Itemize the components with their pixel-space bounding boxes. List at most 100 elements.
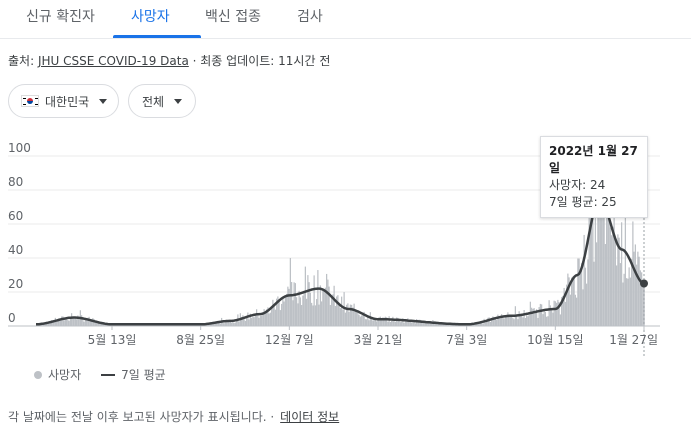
daily-deaths-bar <box>492 316 494 326</box>
daily-deaths-bar <box>592 166 594 326</box>
daily-deaths-bar <box>42 324 44 326</box>
daily-deaths-bar <box>484 322 486 326</box>
daily-deaths-bar <box>537 317 539 326</box>
daily-deaths-bar <box>597 196 599 326</box>
daily-deaths-bar <box>437 323 439 326</box>
daily-deaths-bar <box>269 312 271 326</box>
daily-deaths-bar <box>366 319 368 326</box>
source-prefix: 출처: <box>8 54 38 68</box>
daily-deaths-bar <box>292 300 294 326</box>
daily-deaths-bar <box>521 315 523 326</box>
daily-deaths-bar <box>438 323 440 326</box>
daily-deaths-bar <box>351 304 353 326</box>
region-dropdown[interactable]: 대한민국 <box>8 84 119 118</box>
y-tick-label: 80 <box>8 175 23 189</box>
daily-deaths-bar <box>77 315 79 326</box>
tab-vaccination[interactable]: 백신 접종 <box>205 9 261 25</box>
tooltip-date: 2022년 1월 27일 <box>549 144 638 175</box>
data-info-link[interactable]: 데이터 정보 <box>280 410 340 424</box>
daily-deaths-bar <box>352 307 354 326</box>
daily-deaths-bar <box>487 317 489 326</box>
y-tick-label: 0 <box>8 311 16 325</box>
daily-deaths-bar <box>538 307 540 326</box>
daily-deaths-bar <box>317 270 319 326</box>
daily-deaths-bar <box>507 312 509 326</box>
daily-deaths-bar <box>634 244 636 326</box>
daily-deaths-bar <box>518 311 520 326</box>
chart-tooltip: 2022년 1월 27일 사망자: 24 7일 평균: 25 <box>540 136 648 218</box>
daily-deaths-bar <box>282 298 284 326</box>
daily-deaths-bar <box>571 277 573 326</box>
daily-deaths-bar <box>328 286 330 326</box>
daily-deaths-bar <box>496 319 498 326</box>
daily-deaths-bar <box>431 323 433 326</box>
daily-deaths-bar <box>508 314 510 326</box>
daily-deaths-bar <box>423 321 425 326</box>
current-value-marker <box>640 279 648 288</box>
tab-new-cases[interactable]: 신규 확진자 <box>26 9 95 25</box>
daily-deaths-bar <box>612 226 614 326</box>
daily-deaths-bar <box>322 289 324 326</box>
period-dropdown[interactable]: 전체 <box>128 84 196 118</box>
tab-tests[interactable]: 검사 <box>297 9 323 25</box>
daily-deaths-bar <box>401 321 403 326</box>
daily-deaths-bar <box>542 314 544 326</box>
daily-deaths-bar <box>249 313 251 326</box>
daily-deaths-bar <box>62 316 64 326</box>
daily-deaths-bar <box>486 319 488 326</box>
daily-deaths-bar <box>339 308 341 326</box>
daily-deaths-bar <box>241 316 243 326</box>
daily-deaths-bar <box>623 273 625 326</box>
daily-deaths-bar <box>528 313 530 326</box>
deaths-chart[interactable]: 0 20 40 60 80 100 5월 13일 8월 25일 12월 7일 3월 21일 7월 3… <box>0 136 691 356</box>
daily-deaths-bar <box>603 167 605 326</box>
daily-deaths-bar <box>599 179 601 326</box>
daily-deaths-bar <box>402 318 404 326</box>
daily-deaths-bar <box>93 319 95 326</box>
daily-deaths-bar <box>47 322 49 326</box>
tab-deaths[interactable]: 사망자 <box>131 9 170 25</box>
x-tick-label: 10월 15일 <box>527 333 583 347</box>
daily-deaths-bar <box>602 169 604 326</box>
daily-deaths-bar <box>73 317 75 326</box>
daily-deaths-bar <box>557 299 559 326</box>
daily-deaths-bar <box>64 319 66 326</box>
region-label: 대한민국 <box>45 94 90 109</box>
daily-deaths-bar <box>611 235 613 326</box>
daily-deaths-bar <box>251 317 253 326</box>
source-link[interactable]: JHU CSSE COVID-19 Data <box>37 54 189 68</box>
daily-deaths-bar <box>46 322 48 326</box>
daily-deaths-bar <box>361 315 363 326</box>
daily-deaths-bar <box>567 273 569 326</box>
daily-deaths-bar <box>307 275 309 326</box>
daily-deaths-bar <box>39 324 41 326</box>
daily-deaths-bar <box>396 317 398 326</box>
daily-deaths-bar <box>493 317 495 326</box>
daily-deaths-bar <box>398 319 400 326</box>
daily-deaths-bar <box>551 308 553 326</box>
daily-deaths-bar <box>573 278 575 326</box>
daily-deaths-bar <box>219 323 221 326</box>
daily-deaths-bar <box>386 317 388 326</box>
daily-deaths-bar <box>381 318 383 326</box>
daily-deaths-bar <box>311 302 313 326</box>
x-tick-label: 3월 21일 <box>354 333 403 347</box>
daily-deaths-bar <box>532 308 534 326</box>
daily-deaths-bar <box>233 323 235 326</box>
daily-deaths-bar <box>248 319 250 326</box>
daily-deaths-bar <box>604 244 606 326</box>
chevron-down-icon <box>174 98 183 104</box>
daily-deaths-bar <box>541 304 543 326</box>
daily-deaths-bar <box>91 320 93 326</box>
x-tick-label: 7월 3일 <box>446 333 487 347</box>
south-korea-flag-icon <box>21 95 39 107</box>
daily-deaths-bar <box>301 305 303 326</box>
daily-deaths-bar <box>547 316 549 326</box>
daily-deaths-bar <box>354 310 356 326</box>
daily-deaths-bar <box>422 321 424 326</box>
daily-deaths-bar <box>628 267 630 326</box>
daily-deaths-bar <box>392 316 394 326</box>
daily-deaths-bar <box>216 322 218 326</box>
daily-deaths-bar <box>383 317 385 326</box>
daily-deaths-bar <box>296 297 298 326</box>
